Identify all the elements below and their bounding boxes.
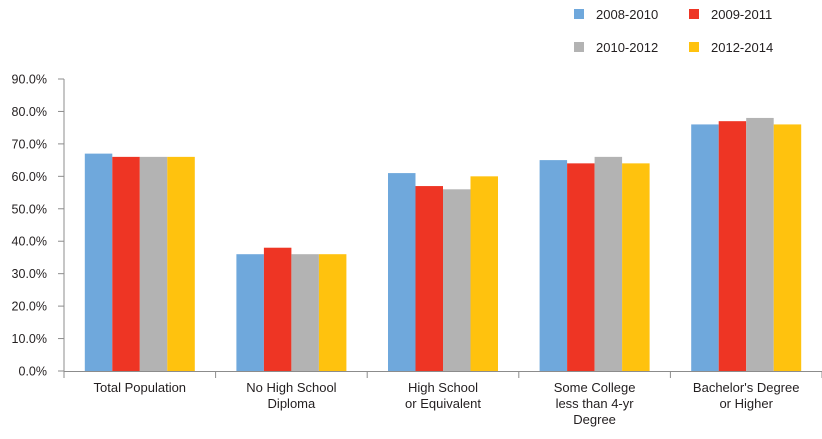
bar-2012-2014-4: [773, 124, 802, 371]
bar-2008-2010-0: [84, 153, 113, 371]
legend: 2008-2010 2009-2011 2010-2012 2012-2014: [574, 7, 773, 55]
legend-label: 2009-2011: [711, 7, 772, 22]
legend-swatch: [689, 42, 699, 52]
bar-2010-2012-4: [746, 117, 774, 371]
axes: 0.0% 10.0% 20.0% 30.0% 40.0% 50.0% 60.0% 70.0% 8…: [12, 73, 822, 379]
y-tick-label: 10.0%: [12, 332, 47, 346]
legend-label: 2012-2014: [711, 40, 773, 55]
bar-2009-2011-3: [567, 163, 595, 371]
x-category-label: Bachelor's Degree or Higher: [693, 380, 800, 411]
category-labels: Total Population No High School Diploma Hig…: [94, 380, 800, 427]
y-tick-label: 30.0%: [12, 267, 47, 281]
bar-2012-2014-0: [167, 156, 195, 371]
y-tick-label: 50.0%: [12, 202, 47, 216]
bar-2009-2011-1: [263, 247, 292, 371]
bar-2008-2010-2: [388, 173, 416, 371]
bar-2009-2011-2: [415, 186, 443, 371]
legend-swatch: [574, 9, 584, 19]
bar-2009-2011-0: [112, 156, 140, 371]
x-category-label: No High School Diploma: [246, 380, 336, 411]
legend-label: 2010-2012: [596, 40, 658, 55]
y-tick-label: 90.0%: [12, 73, 47, 87]
bar-2012-2014-2: [470, 176, 498, 371]
legend-swatch: [574, 42, 584, 52]
y-tick-label: 80.0%: [12, 105, 47, 119]
y-tick-label: 60.0%: [12, 170, 47, 184]
y-tick-label: 70.0%: [12, 137, 47, 151]
bar-2008-2010-4: [691, 124, 719, 371]
bar-2009-2011-4: [718, 121, 747, 371]
y-tick-label: 40.0%: [12, 235, 47, 249]
x-category-label: Some College less than 4-yr Degree: [554, 380, 636, 427]
bar-2010-2012-2: [443, 189, 471, 371]
legend-swatch: [689, 9, 699, 19]
y-tick-label: 0.0%: [19, 365, 48, 379]
bar-2010-2012-1: [291, 254, 319, 371]
y-tick-label: 20.0%: [12, 300, 47, 314]
legend-label: 2008-2010: [596, 7, 658, 22]
bar-2010-2012-3: [594, 156, 623, 371]
bars: [84, 117, 802, 371]
x-category-label: Total Population: [94, 380, 187, 395]
bar-2010-2012-0: [139, 156, 168, 371]
bar-2012-2014-3: [622, 163, 650, 371]
bar-2012-2014-1: [318, 254, 347, 371]
bar-2008-2010-1: [236, 254, 264, 371]
bar-2008-2010-3: [539, 160, 568, 371]
x-category-label: High School or Equivalent: [405, 380, 481, 411]
